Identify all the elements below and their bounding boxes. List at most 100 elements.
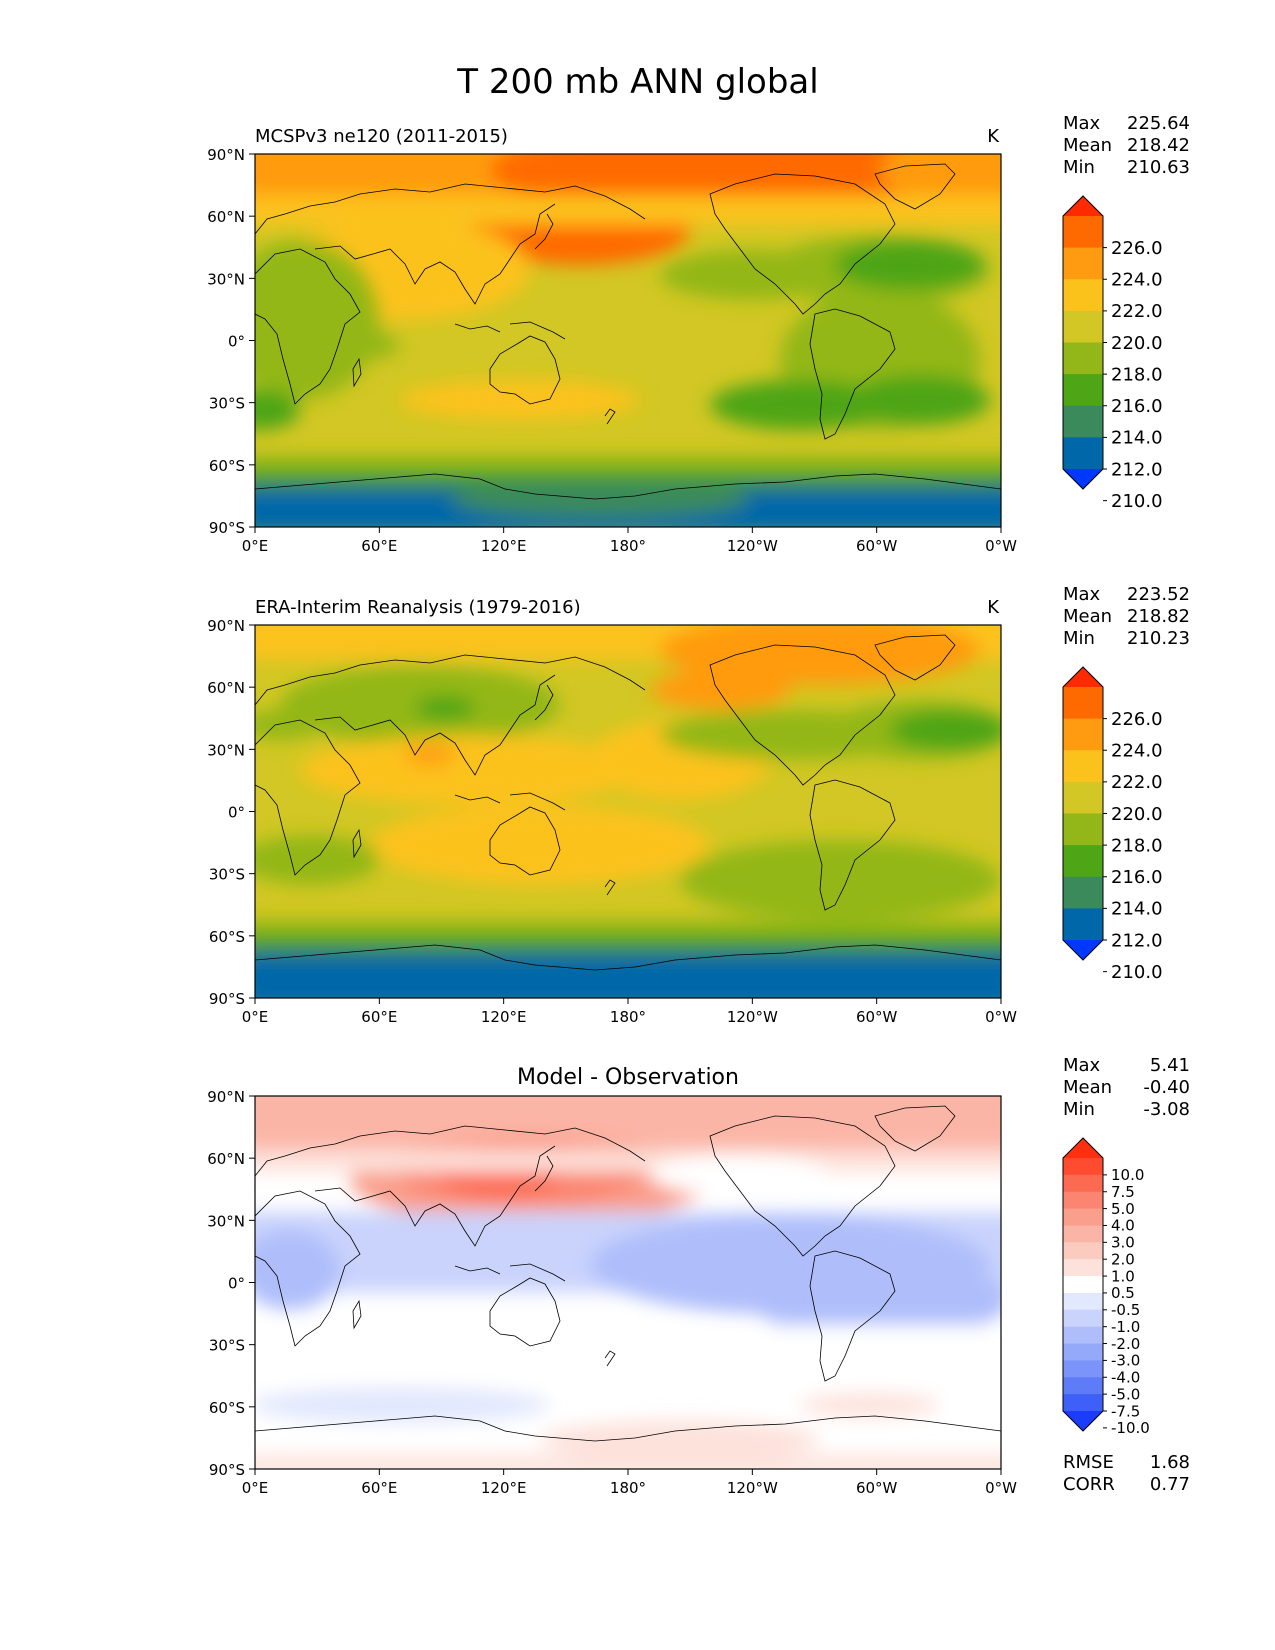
colorbar-bin bbox=[1063, 718, 1103, 751]
colorbar-bin bbox=[1063, 1276, 1103, 1294]
panel-units: K bbox=[987, 597, 1000, 618]
lat-tick-label: 0° bbox=[228, 804, 245, 822]
lon-tick-label: 180° bbox=[610, 537, 646, 555]
lat-tick-label: 90°N bbox=[207, 146, 245, 164]
colorbar-bin bbox=[1063, 247, 1103, 280]
colorbar-bin bbox=[1063, 216, 1103, 249]
lat-tick-label: 60°S bbox=[209, 457, 245, 475]
colorbar-bin bbox=[1063, 813, 1103, 846]
colorbar-bin bbox=[1063, 1242, 1103, 1260]
colorbar-bin bbox=[1063, 1309, 1103, 1328]
colorbar-label: -1.0 bbox=[1111, 1318, 1140, 1336]
model-field-map bbox=[255, 154, 1001, 527]
colorbar-top-extension bbox=[1063, 196, 1103, 216]
colorbar-label: -4.0 bbox=[1111, 1369, 1140, 1387]
colorbar-bin bbox=[1063, 310, 1103, 343]
stat-label: Max bbox=[1063, 584, 1101, 605]
colorbar-bin bbox=[1063, 1326, 1103, 1345]
colorbar-bin bbox=[1063, 908, 1103, 941]
colorbar-label: 214.0 bbox=[1111, 899, 1163, 920]
colorbar-bin bbox=[1063, 1191, 1103, 1210]
stat-value: 225.64 bbox=[1127, 113, 1190, 134]
colorbar-bin bbox=[1063, 1360, 1103, 1378]
colorbar-label: 5.0 bbox=[1111, 1200, 1135, 1218]
lon-tick-label: 0°E bbox=[242, 537, 269, 555]
colorbar-bin bbox=[1063, 1292, 1103, 1311]
lon-tick-label: 180° bbox=[610, 1008, 646, 1026]
colorbar-label: 226.0 bbox=[1111, 238, 1163, 259]
stat-label: Max bbox=[1063, 1055, 1101, 1076]
lat-tick-label: 30°N bbox=[207, 1212, 245, 1230]
lon-tick-label: 120°W bbox=[727, 1479, 778, 1497]
colorbar-label: 216.0 bbox=[1111, 396, 1163, 417]
colorbar-bin bbox=[1063, 1343, 1103, 1361]
colorbar-label: 0.5 bbox=[1111, 1284, 1135, 1302]
lat-tick-label: 90°S bbox=[209, 519, 245, 537]
colorbar-label: 210.0 bbox=[1111, 491, 1163, 512]
lon-tick-label: 0°W bbox=[985, 537, 1017, 555]
lat-tick-label: 90°N bbox=[207, 1088, 245, 1106]
panel-diff bbox=[254, 1095, 1002, 1470]
colorbar-label: 7.5 bbox=[1111, 1183, 1135, 1201]
stat-value: 210.23 bbox=[1127, 628, 1190, 649]
colorbar-bin bbox=[1063, 876, 1103, 909]
colorbar-label: 2.0 bbox=[1111, 1250, 1135, 1268]
lon-tick-label: 60°W bbox=[856, 1008, 898, 1026]
colorbar-label: 4.0 bbox=[1111, 1217, 1135, 1235]
colorbar-label: 224.0 bbox=[1111, 741, 1163, 762]
lat-tick-label: 60°N bbox=[207, 1150, 245, 1168]
colorbar-label: -5.0 bbox=[1111, 1385, 1140, 1403]
stat-value: 5.41 bbox=[1150, 1055, 1190, 1076]
colorbar-label: 1.0 bbox=[1111, 1267, 1135, 1285]
colorbar-bin bbox=[1063, 781, 1103, 814]
colorbar-bin bbox=[1063, 437, 1103, 470]
colorbar-label: -10.0 bbox=[1111, 1419, 1150, 1437]
colorbar-top-extension bbox=[1063, 667, 1103, 687]
lat-tick-label: 30°N bbox=[207, 270, 245, 288]
colorbar-bin bbox=[1063, 1208, 1103, 1226]
lat-tick-label: 90°N bbox=[207, 617, 245, 635]
stat-value: 218.42 bbox=[1127, 135, 1190, 156]
colorbar-label: 10.0 bbox=[1111, 1166, 1144, 1184]
colorbar-bin bbox=[1063, 374, 1103, 407]
colorbar-label: -2.0 bbox=[1111, 1335, 1140, 1353]
colorbar-bin bbox=[1063, 845, 1103, 878]
lon-tick-label: 60°E bbox=[361, 1479, 397, 1497]
stat-value: -0.40 bbox=[1143, 1077, 1190, 1098]
stat-value: 210.63 bbox=[1127, 157, 1190, 178]
lat-tick-label: 60°S bbox=[209, 928, 245, 946]
stat-label: Min bbox=[1063, 157, 1095, 178]
lon-tick-label: 0°W bbox=[985, 1008, 1017, 1026]
colorbar-bin bbox=[1063, 1259, 1103, 1277]
stat-label: Mean bbox=[1063, 135, 1112, 156]
lon-tick-label: 120°E bbox=[481, 1479, 527, 1497]
figure-title: T 200 mb ANN global bbox=[456, 62, 818, 102]
colorbar-label: 212.0 bbox=[1111, 459, 1163, 480]
stat-label: Mean bbox=[1063, 1077, 1112, 1098]
lon-tick-label: 0°E bbox=[242, 1008, 269, 1026]
colorbar-bottom-extension bbox=[1063, 469, 1103, 489]
bottom-stat-label: CORR bbox=[1063, 1474, 1115, 1495]
colorbar-label: -0.5 bbox=[1111, 1301, 1140, 1319]
obs-field-map bbox=[255, 625, 1001, 998]
bottom-stat-value: 1.68 bbox=[1150, 1452, 1190, 1473]
bottom-stat-value: 0.77 bbox=[1150, 1474, 1190, 1495]
stat-label: Min bbox=[1063, 1099, 1095, 1120]
colorbar-bin bbox=[1063, 1174, 1103, 1193]
colorbar-bottom-extension bbox=[1063, 1411, 1103, 1431]
colorbar-bin bbox=[1063, 1158, 1103, 1176]
colorbar-bin bbox=[1063, 1377, 1103, 1395]
lat-tick-label: 60°N bbox=[207, 679, 245, 697]
colorbar-top-extension bbox=[1063, 1138, 1103, 1158]
colorbar-label: 216.0 bbox=[1111, 867, 1163, 888]
lat-tick-label: 60°N bbox=[207, 208, 245, 226]
panel-left-title: MCSPv3 ne120 (2011-2015) bbox=[255, 126, 508, 147]
lon-tick-label: 120°W bbox=[727, 1008, 778, 1026]
colorbar-label: 218.0 bbox=[1111, 835, 1163, 856]
colorbar-bin bbox=[1063, 342, 1103, 375]
colorbar-label: 3.0 bbox=[1111, 1234, 1135, 1252]
lat-tick-label: 30°S bbox=[209, 866, 245, 884]
colorbar-bin bbox=[1063, 1225, 1103, 1243]
lat-tick-label: 0° bbox=[228, 1275, 245, 1293]
